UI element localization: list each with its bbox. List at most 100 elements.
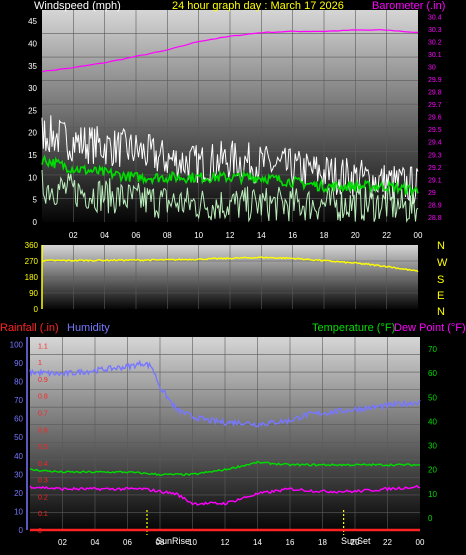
temperature-tick-label: 30	[428, 442, 437, 451]
rainfall-axis-label: Rainfall (.in)	[0, 322, 59, 334]
rain-tick-label: 1.1	[38, 343, 48, 350]
x-tick-label: 04	[91, 538, 100, 547]
temperature-tick-label: 60	[428, 369, 437, 378]
wind-gust-series	[41, 115, 419, 205]
barometer-tick-label: 29.8	[428, 90, 442, 97]
wind-spread-series	[41, 169, 419, 223]
dewpoint-line	[29, 484, 421, 506]
x-tick-label: 04	[100, 231, 109, 240]
wind_avg-line	[41, 154, 419, 198]
barometer-tick-label: 30	[428, 64, 436, 71]
barometer-tick-label: 29.6	[428, 115, 442, 122]
humidity-tick-label: 40	[14, 452, 23, 461]
rain-tick-label: 0.9	[38, 377, 48, 384]
windspeed-tick-label: 0	[33, 218, 38, 227]
temperature-tick-label: 0	[428, 514, 433, 523]
windspeed-tick-label: 10	[28, 173, 37, 182]
wind-left-ticks: 0 5 10 15 20 25 30 35 40 45	[28, 17, 37, 227]
compass-label: E	[437, 290, 444, 302]
humidity-axis-label: Humidity	[67, 322, 110, 334]
humidity-tick-label: 70	[14, 396, 23, 405]
barometer-tick-label: 29.4	[428, 140, 442, 147]
temperature-tick-label: 20	[428, 466, 437, 475]
rain-tick-label: 1	[38, 360, 42, 367]
compass-label: W	[437, 257, 448, 269]
barometer-tick-label: 28.9	[428, 202, 442, 209]
windspeed-axis-label: Windspeed (mph)	[34, 0, 121, 12]
humidity-line	[29, 359, 421, 428]
rain-tick-label: 0.5	[38, 444, 48, 451]
barometer-tick-label: 30.4	[428, 14, 442, 21]
x-tick-label: 16	[288, 231, 297, 240]
direction-tick-label: 270	[25, 257, 39, 266]
wind-direction-series	[42, 256, 419, 273]
barometer-right-ticks: 28.8 28.9 29 29.1 29.2 29.3 29.4 29.5 29.6 29.7 29…	[428, 14, 442, 222]
humidity-tick-label: 60	[14, 415, 23, 424]
x-tick-label: 08	[163, 231, 172, 240]
wind_direction-line	[42, 256, 419, 273]
direction-tick-label: 90	[29, 289, 38, 298]
barometer-tick-label: 29.7	[428, 102, 442, 109]
x-tick-label: 14	[253, 538, 262, 547]
rain-tick-label: 0.3	[38, 478, 48, 485]
x-tick-label: 20	[351, 231, 360, 240]
humidity-tick-label: 20	[14, 489, 23, 498]
temperature-right-ticks: 0 10 20 30 40 50 60 70	[428, 345, 437, 523]
x-tick-label: 02	[58, 538, 67, 547]
wind_avg_spread-line	[41, 169, 419, 223]
wind-average-series	[41, 154, 419, 198]
x-tick-label: 18	[318, 538, 327, 547]
rain-tick-label: 0.8	[38, 394, 48, 401]
humidity-panel-grid	[30, 337, 420, 530]
humidity-tick-label: 0	[19, 526, 24, 535]
direction-tick-label: 180	[25, 273, 39, 282]
temperature-tick-label: 50	[428, 393, 437, 402]
barometer-tick-label: 29.5	[428, 127, 442, 134]
windspeed-tick-label: 35	[28, 62, 37, 71]
windspeed-tick-label: 20	[28, 129, 37, 138]
wind-x-ticks: 02 04 06 08 10 12 14 16 18 20 22 00	[69, 231, 423, 240]
x-tick-label: 14	[257, 231, 266, 240]
rain-tick-label: 0.2	[38, 494, 48, 501]
temperature-tick-label: 40	[428, 417, 437, 426]
temperature-tick-label: 70	[428, 345, 437, 354]
x-tick-label: 10	[188, 538, 197, 547]
compass-labels: N W S E N	[437, 240, 448, 318]
windspeed-tick-label: 15	[28, 151, 37, 160]
dewpoint-series	[29, 484, 421, 506]
compass-label: N	[437, 306, 445, 318]
x-tick-label: 06	[132, 231, 141, 240]
wind-direction-panel: 0 90 180 270 360 N W S E N	[25, 240, 448, 318]
rain-tick-label: 0.4	[38, 461, 48, 468]
x-tick-label: 10	[194, 231, 203, 240]
direction-tick-label: 360	[25, 241, 39, 250]
rain-left-ticks: 0 0.1 0.2 0.3 0.4 0.5 0.6 0.7 0.8 0.9 1 1.1	[38, 343, 48, 535]
direction-left-ticks: 0 90 180 270 360	[25, 241, 43, 314]
humidity-tick-label: 100	[10, 340, 24, 349]
barometer-tick-label: 30.2	[428, 39, 442, 46]
barometer-tick-label: 29	[428, 190, 436, 197]
wind-panel-grid	[42, 10, 418, 222]
rain-tick-label: 0.7	[38, 411, 48, 418]
dewpoint-axis-label: Dew Point (°F)	[394, 322, 466, 334]
x-tick-label: 20	[351, 538, 360, 547]
sunset-label: SunSet	[341, 536, 371, 546]
humidity-tick-label: 50	[14, 433, 23, 442]
wind-barometer-panel: 0 5 10 15 20 25 30 35 40 45 28.8 28.9 29 29.1 29.2 29.…	[28, 0, 445, 240]
x-tick-label: 22	[383, 538, 392, 547]
temperature-tick-label: 10	[428, 490, 437, 499]
barometer-series	[41, 29, 419, 73]
barometer-tick-label: 29.1	[428, 177, 442, 184]
compass-label: S	[437, 274, 444, 286]
chart-title: 24 hour graph day : March 17 2026	[172, 0, 344, 12]
temperature-series	[29, 460, 420, 477]
x-tick-label: 02	[69, 231, 78, 240]
x-tick-label: 22	[382, 231, 391, 240]
barometer-line	[41, 29, 419, 73]
windspeed-tick-label: 30	[28, 84, 37, 93]
windspeed-tick-label: 40	[28, 40, 37, 49]
humidity-tick-label: 80	[14, 378, 23, 387]
sunrise-label: SunRise	[156, 536, 190, 546]
x-tick-label: 06	[123, 538, 132, 547]
